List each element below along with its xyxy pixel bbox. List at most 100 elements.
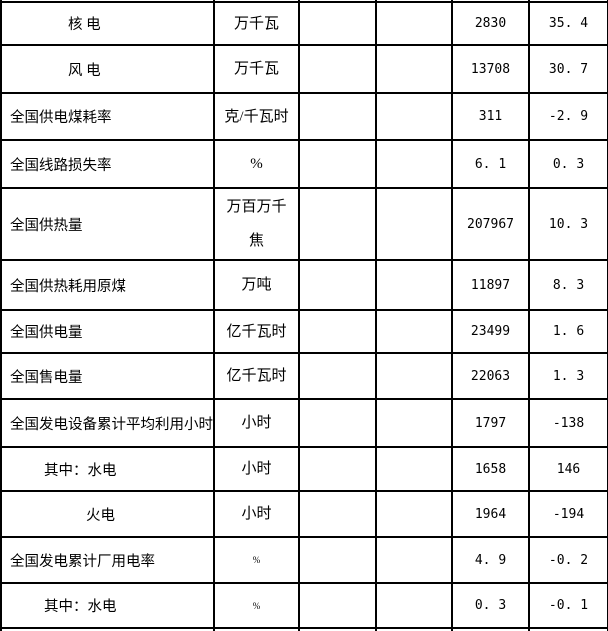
value-cell: 311 <box>451 92 530 141</box>
value-cell: 2830 <box>451 1 530 46</box>
unit-cell: 万吨 <box>213 259 300 311</box>
empty-cell <box>375 582 453 629</box>
value-cell: 23499 <box>451 309 530 354</box>
empty-cell <box>375 44 453 94</box>
empty-cell <box>375 139 453 189</box>
item-name-cell: 全国售电量 <box>0 352 215 400</box>
empty-cell <box>298 187 377 261</box>
change-cell: -194 <box>528 490 608 538</box>
change-cell: -0. 2 <box>528 536 608 584</box>
empty-cell <box>298 490 377 538</box>
table-row: 核 电 万千瓦 2830 35. 4 <box>0 1 608 46</box>
empty-cell <box>375 352 453 400</box>
empty-cell <box>375 627 453 631</box>
unit-cell: 小时 <box>213 398 300 448</box>
unit-cell: % <box>213 139 300 189</box>
unit-cell: % <box>213 582 300 629</box>
empty-cell <box>298 536 377 584</box>
table-row: 全国发电设备累计平均利用小时 小时 1797 -138 <box>0 398 608 448</box>
change-cell: 1. 6 <box>528 309 608 354</box>
unit-cell: 万千瓦 <box>213 1 300 46</box>
table-row: 全国售电量 亿千瓦时 22063 1. 3 <box>0 352 608 400</box>
table-row: 全国供热耗用原煤 万吨 11897 8. 3 <box>0 259 608 311</box>
unit-cell: 克/千瓦时 <box>213 92 300 141</box>
table-row: 其中：水电 小时 1658 146 <box>0 446 608 492</box>
empty-cell <box>298 398 377 448</box>
empty-cell <box>0 627 215 631</box>
value-cell: 1964 <box>451 490 530 538</box>
change-cell: 10. 3 <box>528 187 608 261</box>
value-cell: 6. 1 <box>451 139 530 189</box>
item-name-cell: 其中：水电 <box>0 446 215 492</box>
empty-cell <box>375 309 453 354</box>
value-cell: 0. 3 <box>451 582 530 629</box>
change-cell: 30. 7 <box>528 44 608 94</box>
change-cell: 1. 3 <box>528 352 608 400</box>
empty-cell <box>375 446 453 492</box>
unit-cell: 万百万千 焦 <box>213 187 300 261</box>
table-row: 其中：水电 % 0. 3 -0. 1 <box>0 582 608 629</box>
item-name-cell: 全国发电设备累计平均利用小时 <box>0 398 215 448</box>
value-cell: 207967 <box>451 187 530 261</box>
unit-cell: % <box>213 536 300 584</box>
empty-cell <box>375 490 453 538</box>
empty-cell <box>375 92 453 141</box>
item-name-cell: 全国供电煤耗率 <box>0 92 215 141</box>
table-row: 风 电 万千瓦 13708 30. 7 <box>0 44 608 94</box>
empty-cell <box>375 1 453 46</box>
change-cell: 35. 4 <box>528 1 608 46</box>
empty-cell <box>213 627 300 631</box>
empty-cell <box>298 446 377 492</box>
item-name-cell: 风 电 <box>0 44 215 94</box>
change-cell: -0. 1 <box>528 582 608 629</box>
empty-cell <box>451 627 530 631</box>
value-cell: 13708 <box>451 44 530 94</box>
empty-cell <box>298 44 377 94</box>
item-name-cell: 全国供热耗用原煤 <box>0 259 215 311</box>
empty-cell <box>298 582 377 629</box>
item-name-cell: 全国发电累计厂用电率 <box>0 536 215 584</box>
empty-cell <box>298 627 377 631</box>
item-name-cell: 全国供热量 <box>0 187 215 261</box>
empty-cell <box>298 352 377 400</box>
item-name-cell: 其中：水电 <box>0 582 215 629</box>
unit-cell: 亿千瓦时 <box>213 352 300 400</box>
unit-cell: 小时 <box>213 446 300 492</box>
empty-cell <box>375 187 453 261</box>
item-name-cell: 火电 <box>0 490 215 538</box>
empty-cell <box>375 536 453 584</box>
unit-cell: 小时 <box>213 490 300 538</box>
table-row: 全国供电煤耗率 克/千瓦时 311 -2. 9 <box>0 92 608 141</box>
item-name-cell: 核 电 <box>0 1 215 46</box>
value-cell: 22063 <box>451 352 530 400</box>
empty-cell <box>528 627 608 631</box>
unit-cell: 亿千瓦时 <box>213 309 300 354</box>
change-cell: 8. 3 <box>528 259 608 311</box>
empty-cell <box>298 1 377 46</box>
empty-cell <box>375 398 453 448</box>
table-row: 全国发电累计厂用电率 % 4. 9 -0. 2 <box>0 536 608 584</box>
empty-cell <box>298 309 377 354</box>
value-cell: 11897 <box>451 259 530 311</box>
table-row: 全国供热量 万百万千 焦 207967 10. 3 <box>0 187 608 261</box>
empty-cell <box>375 259 453 311</box>
unit-cell: 万千瓦 <box>213 44 300 94</box>
value-cell: 1658 <box>451 446 530 492</box>
change-cell: 0. 3 <box>528 139 608 189</box>
change-cell: 146 <box>528 446 608 492</box>
table-row: 火电 小时 1964 -194 <box>0 490 608 538</box>
table-row: 全国线路损失率 % 6. 1 0. 3 <box>0 139 608 189</box>
cropped-row-bottom <box>0 627 608 631</box>
empty-cell <box>298 139 377 189</box>
change-cell: -138 <box>528 398 608 448</box>
change-cell: -2. 9 <box>528 92 608 141</box>
value-cell: 4. 9 <box>451 536 530 584</box>
item-name-cell: 全国供电量 <box>0 309 215 354</box>
empty-cell <box>298 259 377 311</box>
value-cell: 1797 <box>451 398 530 448</box>
item-name-cell: 全国线路损失率 <box>0 139 215 189</box>
table-row: 全国供电量 亿千瓦时 23499 1. 6 <box>0 309 608 354</box>
empty-cell <box>298 92 377 141</box>
